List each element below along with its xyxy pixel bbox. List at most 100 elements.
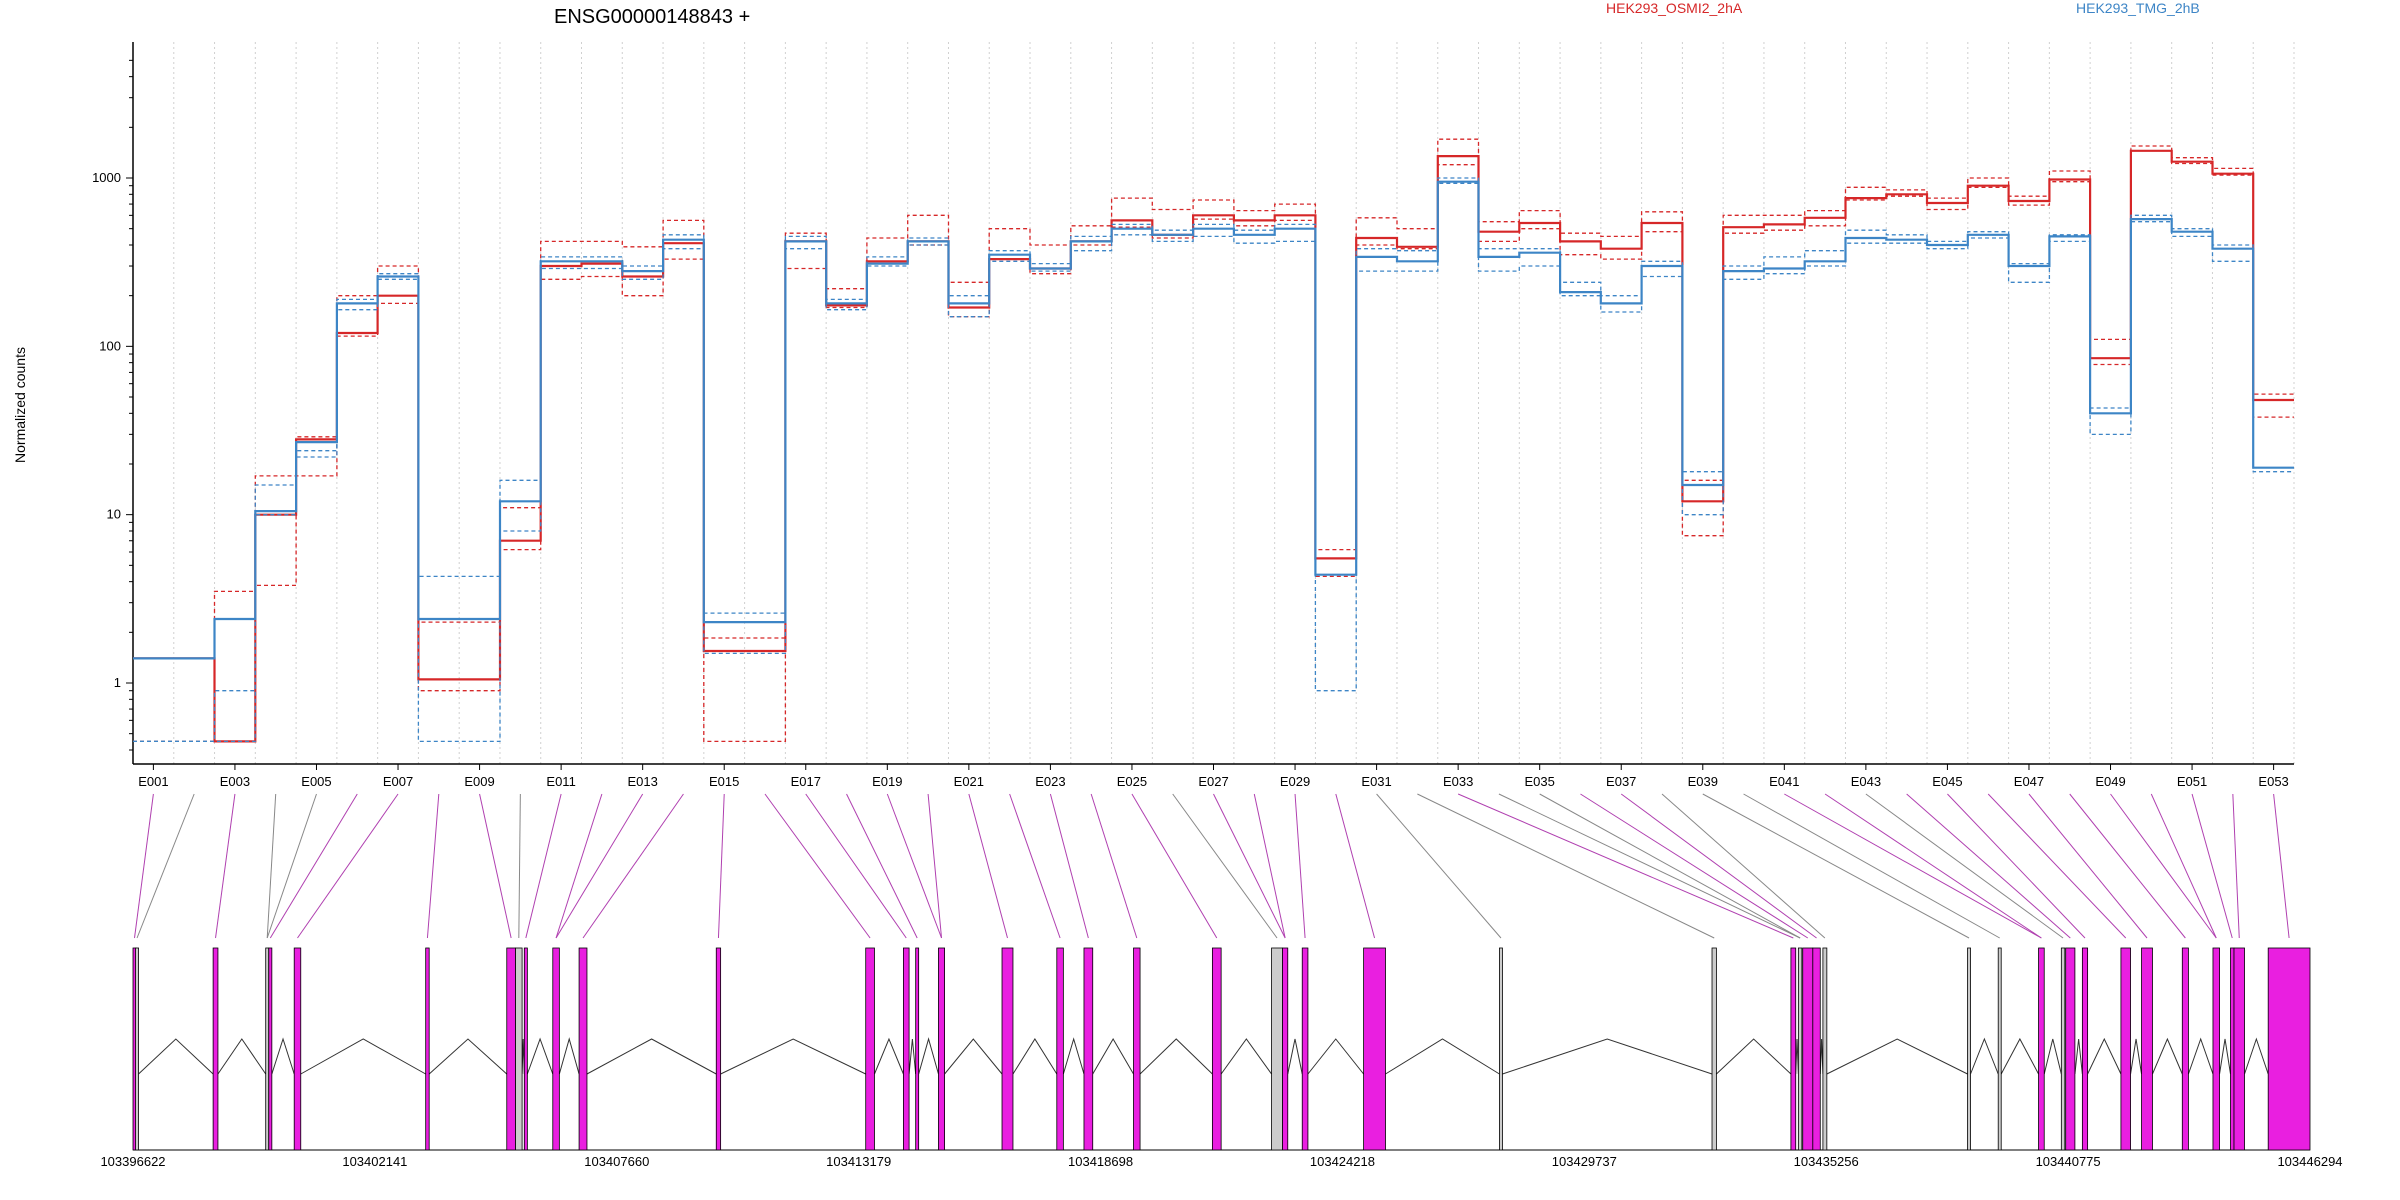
exon-block xyxy=(2212,947,2220,1151)
exon-connector-line xyxy=(2110,793,2217,939)
exon-connector-line xyxy=(927,793,943,939)
exon-tick-label: E003 xyxy=(220,774,250,789)
exon-block xyxy=(938,947,945,1151)
genomic-coordinate-label: 103396622 xyxy=(100,1154,165,1169)
exon-tick-label: E019 xyxy=(872,774,902,789)
exon-block xyxy=(1997,947,2002,1151)
exon-tick-label: E017 xyxy=(791,774,821,789)
intron-connector xyxy=(138,1038,214,1075)
exon-tick-label: E043 xyxy=(1851,774,1881,789)
exon-connector-line xyxy=(1661,793,1826,939)
exon-block xyxy=(1133,947,1141,1151)
exon-connector-line xyxy=(1743,793,2000,939)
legend-label-tmg: HEK293_TMG_2hB xyxy=(2076,0,2200,16)
exon-tick-label: E047 xyxy=(2014,774,2044,789)
exon-connector-line xyxy=(2150,793,2217,939)
genomic-coordinate-label: 103435256 xyxy=(1794,1154,1859,1169)
exon-connector-line xyxy=(717,793,725,939)
intron-connector xyxy=(1062,1037,1085,1075)
exon-block xyxy=(2065,947,2076,1151)
exon-connector-line xyxy=(2069,793,2186,939)
exon-connector-line xyxy=(1090,793,1138,939)
exon-block xyxy=(265,947,270,1151)
series-group xyxy=(133,138,2294,743)
exon-connector-line xyxy=(2191,793,2233,939)
exon-block xyxy=(1499,947,1503,1151)
y-axis-label: Normalized counts xyxy=(12,347,28,463)
exon-connector-line xyxy=(555,793,644,939)
intron-connector xyxy=(2130,1038,2143,1075)
exon-block xyxy=(1812,947,1821,1151)
exon-connector-line xyxy=(269,793,358,939)
intron-connector xyxy=(1970,1037,1999,1075)
intron-connector xyxy=(2187,1037,2214,1075)
exon-tick-label: E039 xyxy=(1688,774,1718,789)
intron-connector xyxy=(874,1037,904,1075)
exon-connector-line xyxy=(582,793,684,939)
exon-connector-line xyxy=(479,793,512,939)
exon-connector-line xyxy=(2232,793,2240,939)
genomic-coordinate-label: 103402141 xyxy=(342,1154,407,1169)
intron-connector xyxy=(944,1038,1003,1075)
genomic-coordinate-label: 103407660 xyxy=(584,1154,649,1169)
legend-label-osmi2: HEK293_OSMI2_2hA xyxy=(1606,0,1743,16)
exon-block xyxy=(2038,947,2045,1151)
intron-connector xyxy=(1716,1038,1792,1075)
exon-block xyxy=(1802,947,1814,1151)
intron-connector xyxy=(2219,1038,2231,1075)
exon-connector-line xyxy=(846,793,918,939)
exon-block xyxy=(1056,947,1064,1151)
exon-tick-label: E027 xyxy=(1198,774,1228,789)
exon-tick-label: E035 xyxy=(1525,774,1555,789)
intron-connector xyxy=(271,1037,295,1075)
intron-connector xyxy=(526,1037,554,1075)
intron-connector xyxy=(217,1038,267,1075)
y-tick-label: 1 xyxy=(114,675,121,690)
exon-block xyxy=(2230,947,2235,1151)
exon-block xyxy=(135,947,139,1151)
intron-connector xyxy=(1502,1038,1713,1075)
exon-connector-line xyxy=(1702,793,1970,939)
exon-connector-lines xyxy=(134,793,2290,939)
exon-block xyxy=(715,947,722,1151)
exon-block xyxy=(552,947,560,1151)
exon-block xyxy=(1083,947,1094,1151)
axes: 1 10 100 1000 E001 E003 E005 E007 E009 E011 E013 E0… xyxy=(92,42,2294,789)
exon-connector-line xyxy=(805,793,907,939)
intron-connector xyxy=(720,1038,866,1075)
y-tick-label: 1000 xyxy=(92,170,121,185)
intron-connector xyxy=(1826,1038,1968,1075)
exon-block xyxy=(2267,947,2311,1151)
exon-connector-line xyxy=(1947,793,2086,939)
genomic-coordinate-label: 103429737 xyxy=(1552,1154,1617,1169)
exon-connector-line xyxy=(215,793,236,939)
exon-connector-line xyxy=(1049,793,1089,939)
exon-block xyxy=(2060,947,2066,1151)
exon-connector-line xyxy=(1987,793,2127,939)
exon-connector-line xyxy=(2273,793,2290,939)
exon-connector-line xyxy=(1784,793,2042,939)
exon-block xyxy=(523,947,528,1151)
exon-connector-line xyxy=(1213,793,1286,939)
intron-connector xyxy=(2043,1038,2062,1075)
exon-block xyxy=(293,947,302,1151)
exon-block xyxy=(902,947,910,1151)
intron-connector xyxy=(1385,1038,1500,1075)
exon-block xyxy=(2141,947,2153,1151)
intron-connector xyxy=(1307,1038,1364,1075)
intron-connector xyxy=(586,1038,717,1075)
exon-connector-line xyxy=(518,793,521,939)
exon-connector-line xyxy=(1498,793,1801,939)
intron-connector xyxy=(2244,1037,2269,1075)
intron-connector xyxy=(300,1038,426,1075)
exon-gridlines xyxy=(132,42,2295,764)
exon-tick-label: E023 xyxy=(1035,774,1065,789)
intron-connector xyxy=(918,1037,939,1075)
genomic-coordinate-label: 103413179 xyxy=(826,1154,891,1169)
exon-tick-label: E031 xyxy=(1361,774,1391,789)
exon-block xyxy=(2233,947,2245,1151)
exon-connector-line xyxy=(764,793,871,939)
exon-connector-line xyxy=(1335,793,1376,939)
exon-block xyxy=(1822,947,1828,1151)
